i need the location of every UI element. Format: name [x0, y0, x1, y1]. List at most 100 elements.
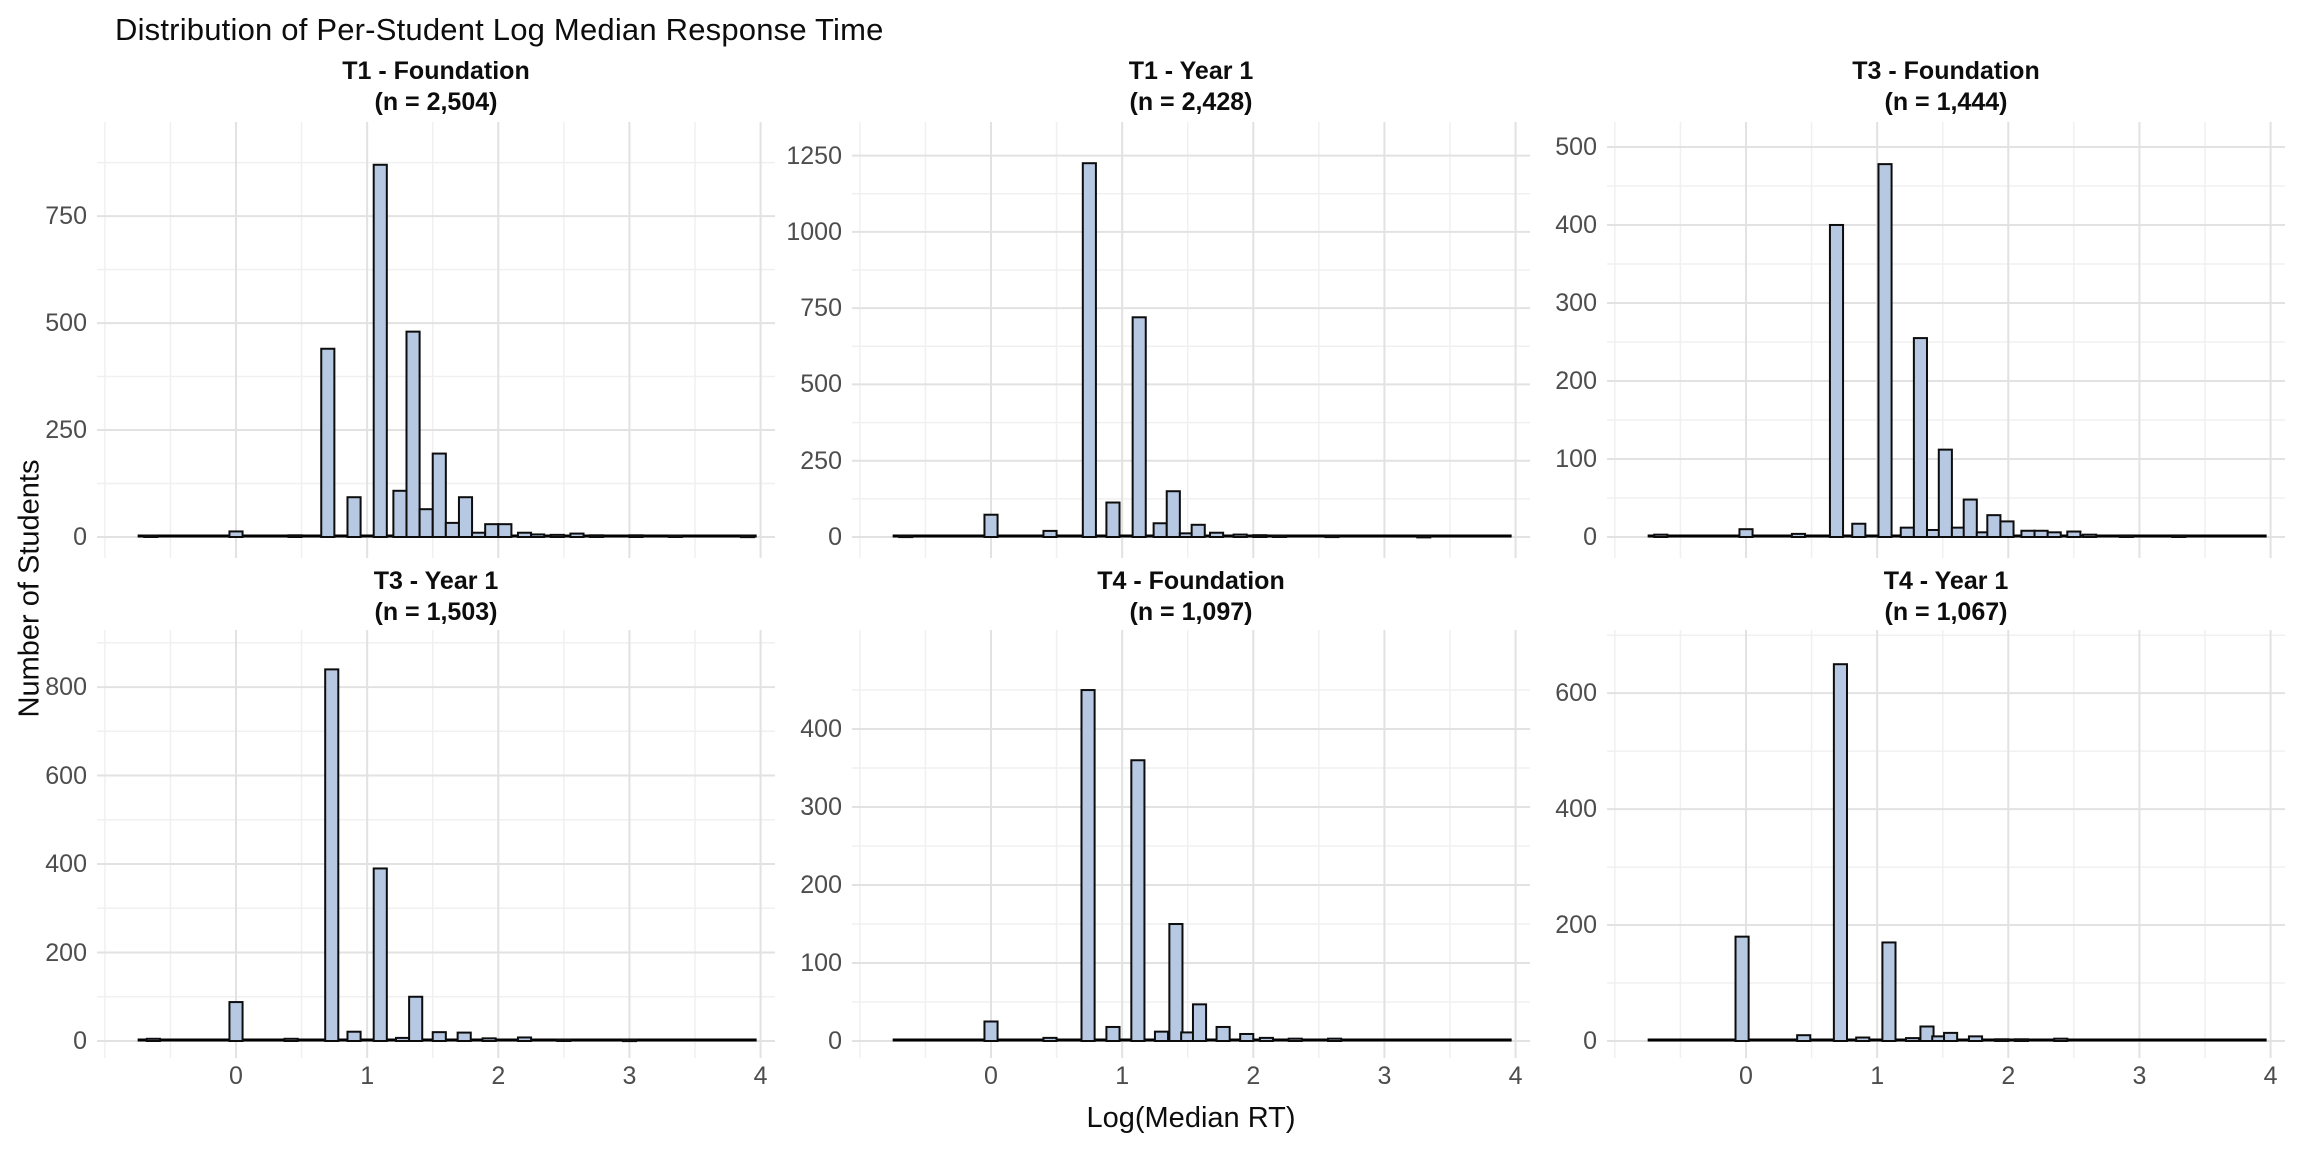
histogram-bar — [1271, 534, 1288, 539]
histogram-bar — [1209, 531, 1225, 538]
histogram-bar — [1327, 1037, 1343, 1042]
x-axis-title: Log(Median RT) — [1086, 1102, 1296, 1134]
histogram-bar — [1943, 1031, 1959, 1042]
histogram-bar — [1258, 1036, 1274, 1043]
histogram-panel — [1607, 122, 2285, 558]
histogram-bar — [1042, 529, 1058, 539]
x-tick-label: 1 — [1870, 1062, 1885, 1090]
histogram-bar — [2046, 531, 2062, 539]
y-tick-label: 1000 — [786, 217, 842, 246]
x-tick-label: 4 — [1508, 1062, 1523, 1090]
histogram-bar — [1912, 337, 1928, 538]
histogram-bar — [2066, 530, 2082, 538]
histogram-bar — [1042, 1036, 1058, 1043]
x-tick-label: 2 — [1246, 1062, 1261, 1090]
histogram-bar — [1215, 1025, 1231, 1042]
histogram-bar — [628, 534, 644, 539]
histogram-bar — [481, 1037, 497, 1042]
histogram-bar — [1881, 941, 1897, 1043]
histogram-bar — [1080, 689, 1096, 1042]
y-tick-label: 0 — [828, 1027, 842, 1055]
y-tick-label: 300 — [800, 793, 842, 822]
histogram-bar — [1877, 163, 1893, 539]
histogram-bar — [2171, 534, 2187, 539]
histogram-bar — [983, 1020, 999, 1042]
histogram-bar — [1131, 316, 1147, 538]
facet-strip-title: T4 - Foundation (n = 1,097) — [1097, 567, 1285, 626]
y-tick-label: 100 — [1555, 444, 1597, 473]
histogram-bar — [1899, 526, 1915, 539]
histogram-bar — [484, 523, 500, 538]
x-tick-label: 1 — [360, 1062, 375, 1090]
histogram-bar — [418, 508, 434, 539]
x-tick-label: 0 — [1739, 1062, 1753, 1090]
histogram-bar — [1232, 533, 1248, 539]
y-tick-label: 0 — [1583, 523, 1597, 551]
histogram-bar — [1738, 528, 1754, 539]
y-tick-label: 400 — [800, 715, 842, 744]
histogram-bar — [228, 530, 244, 538]
histogram-bar — [569, 532, 585, 539]
histogram-bar — [1168, 923, 1184, 1043]
histogram-bar — [346, 1030, 362, 1042]
x-tick-label: 4 — [2263, 1062, 2278, 1090]
histogram-bar — [1986, 514, 2002, 539]
histogram-bar — [1994, 1038, 2010, 1042]
histogram-bar — [395, 1036, 411, 1042]
x-tick-label: 0 — [229, 1062, 243, 1090]
facet-strip-title: T1 - Foundation (n = 2,504) — [342, 57, 530, 116]
y-tick-label: 250 — [800, 446, 842, 475]
histogram-bar — [497, 523, 513, 538]
y-tick-label: 400 — [1555, 210, 1597, 239]
y-tick-label: 0 — [828, 523, 842, 551]
histogram-bar — [1130, 759, 1146, 1042]
x-tick-label: 2 — [2001, 1062, 2016, 1090]
histogram-bar — [589, 534, 605, 539]
histogram-bar — [320, 347, 336, 538]
histogram-bar — [1191, 1003, 1208, 1042]
histogram-panel — [97, 122, 775, 558]
histogram-bar — [1734, 935, 1750, 1042]
histogram-bar — [1252, 534, 1268, 539]
histogram-bar — [556, 1038, 572, 1042]
histogram-panel — [852, 630, 1530, 1058]
histogram-bar — [516, 1036, 533, 1043]
histogram-bar — [1324, 535, 1340, 539]
y-tick-label: 750 — [800, 294, 842, 323]
y-tick-label: 300 — [1555, 288, 1597, 317]
histogram-bar — [471, 531, 487, 538]
histogram-bar — [283, 1037, 299, 1042]
y-tick-label: 200 — [800, 871, 842, 900]
histogram-bar — [456, 1031, 472, 1042]
facet-strip-title: T3 - Foundation (n = 1,444) — [1852, 57, 2040, 116]
histogram-bar — [1105, 501, 1121, 538]
histogram-bar — [372, 867, 388, 1042]
histogram-bar — [667, 534, 683, 538]
y-tick-label: 750 — [45, 202, 87, 231]
histogram-bar — [1165, 490, 1181, 538]
y-tick-label: 500 — [800, 370, 842, 399]
y-tick-label: 400 — [45, 850, 87, 879]
histogram-bar — [2053, 1037, 2069, 1043]
histogram-bar — [431, 1031, 447, 1042]
x-tick-label: 2 — [491, 1062, 506, 1090]
histogram-bar — [549, 533, 565, 539]
x-tick-label: 4 — [753, 1062, 768, 1090]
y-tick-label: 100 — [800, 949, 842, 977]
x-tick-label: 3 — [2132, 1062, 2147, 1090]
histogram-bar — [444, 521, 460, 538]
histogram-panel — [1607, 630, 2285, 1058]
histogram-bar — [1152, 522, 1168, 538]
x-tick-label: 3 — [622, 1062, 637, 1090]
histogram-bar — [2020, 529, 2036, 539]
histogram-bar — [287, 534, 303, 539]
histogram-bar — [2013, 1038, 2029, 1042]
y-tick-label: 400 — [1555, 795, 1597, 824]
histogram-bar — [516, 531, 533, 538]
y-tick-label: 600 — [1555, 679, 1597, 708]
histogram-bar — [1153, 1030, 1170, 1042]
histogram-bar — [1919, 1025, 1935, 1042]
histogram-bar — [621, 1039, 637, 1043]
y-tick-label: 0 — [73, 1027, 87, 1055]
histogram-bar — [346, 496, 362, 538]
